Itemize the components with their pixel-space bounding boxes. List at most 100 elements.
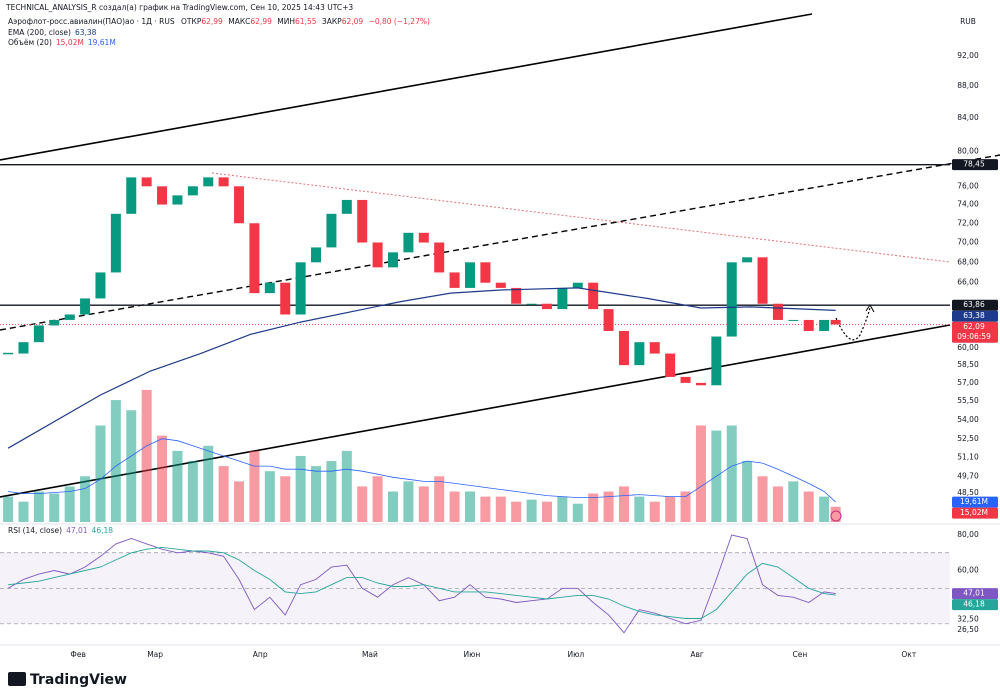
candle-body	[572, 282, 583, 288]
volume-bar	[695, 425, 706, 522]
volume-bar	[49, 493, 60, 522]
y-tick-label: 74,00	[957, 200, 979, 209]
ohlc-value: 62,99	[201, 17, 223, 26]
candle-body	[249, 223, 260, 294]
y-tick-label: 80,00	[957, 146, 979, 155]
volume-bar	[557, 496, 568, 522]
candle-body	[64, 314, 75, 320]
y-tick-label: 48,50	[957, 488, 979, 497]
volume-bar	[203, 445, 214, 522]
candle-body	[388, 252, 399, 268]
candle-body	[311, 247, 322, 263]
candle-body	[695, 382, 706, 386]
volume-bar	[603, 491, 614, 522]
volume-bar	[757, 476, 768, 522]
price-badge	[952, 310, 998, 322]
volume-bar	[726, 425, 737, 522]
candle-body	[357, 199, 368, 243]
price-badge-label: 78,45	[963, 160, 985, 169]
y-tick-label: 55,50	[957, 396, 979, 405]
candle-body	[603, 309, 614, 331]
candle-body	[788, 319, 799, 321]
ema-value: 63,38	[75, 28, 97, 37]
candle-body	[742, 257, 753, 263]
volume-bar	[357, 486, 368, 522]
y-tick-label: 70,00	[957, 238, 979, 247]
candle-body	[326, 213, 337, 248]
x-tick-label: Сен	[792, 650, 807, 659]
ohlc-value: 62,99	[250, 17, 272, 26]
volume-name: Объём (20)	[8, 38, 52, 47]
volume-bar	[187, 461, 198, 522]
x-tick-label: Апр	[253, 650, 268, 659]
volume-bar	[418, 486, 429, 522]
trend-line-dashed	[0, 154, 1000, 331]
candle-body	[665, 353, 676, 377]
candle-body	[819, 319, 830, 331]
volume-bar	[280, 476, 291, 522]
candle-body	[634, 342, 645, 366]
y-tick-label: 52,50	[957, 434, 979, 443]
candle-body	[649, 342, 660, 354]
price-badge	[952, 496, 998, 508]
volume-bar	[434, 476, 445, 522]
volume-bar	[588, 493, 599, 522]
volume-bar	[18, 501, 29, 522]
trend-line	[0, 13, 813, 161]
price-badge	[952, 299, 998, 311]
x-tick-label: Май	[362, 650, 378, 659]
candle-body	[403, 232, 414, 253]
ohlc-label: ЗАКР	[322, 17, 342, 26]
y-tick-label: 76,00	[957, 181, 979, 190]
volume-bar	[403, 481, 414, 522]
volume-bar	[830, 506, 841, 522]
price-badge-label: 46,18	[963, 600, 985, 609]
candle-body	[830, 319, 841, 325]
volume-bar	[618, 486, 629, 522]
volume-bar	[572, 503, 583, 522]
candle-body	[341, 199, 352, 214]
volume-bar	[649, 501, 660, 522]
volume-bar	[665, 496, 676, 522]
volume-bar	[480, 496, 491, 522]
volume-bar	[511, 501, 522, 522]
ohlc-value: 61,55	[295, 17, 317, 26]
y-tick-label: 68,00	[957, 257, 979, 266]
symbol: Аэрофлот-росс.авиалин(ПАО)ао · 1Д · RUS	[8, 17, 175, 26]
price-badge-label: 63,86	[963, 300, 985, 309]
volume-value: 15,02M	[56, 38, 84, 47]
candle-body	[588, 282, 599, 310]
candle-body	[464, 262, 475, 288]
y-tick-label: 60,00	[957, 343, 979, 352]
y-tick-label: 92,00	[957, 51, 979, 60]
forecast-arrow	[835, 307, 871, 341]
currency: RUB	[960, 17, 976, 26]
price-badge-label: 19,61M	[960, 497, 988, 506]
countdown: 09:06:59	[957, 332, 991, 341]
candle-body	[234, 186, 245, 224]
candle-body	[18, 342, 29, 354]
rsi-ma-value: 46,18	[92, 526, 114, 535]
volume-ma-value: 19,61M	[88, 38, 116, 47]
candle-body	[126, 177, 137, 214]
volume-bar	[742, 461, 753, 522]
volume-bar	[3, 496, 14, 522]
header: TECHNICAL_ANALYSIS_R создал(а) график на…	[5, 3, 976, 535]
y-tick-label: 66,00	[957, 278, 979, 287]
candle-body	[80, 298, 91, 315]
brand: TradingView	[8, 672, 127, 688]
ohlc-label: МАКС	[228, 17, 250, 26]
y-tick-label: 49,70	[957, 472, 979, 481]
candle-body	[95, 272, 106, 299]
volume-bar	[495, 496, 506, 522]
volume-bar	[33, 491, 44, 522]
candle-body	[49, 319, 60, 326]
volume-bar	[388, 491, 399, 522]
volume-bar	[541, 501, 552, 522]
volume-bar	[80, 476, 91, 522]
price-badge	[952, 507, 998, 519]
candle-body	[726, 262, 737, 337]
candle-body	[218, 177, 229, 187]
